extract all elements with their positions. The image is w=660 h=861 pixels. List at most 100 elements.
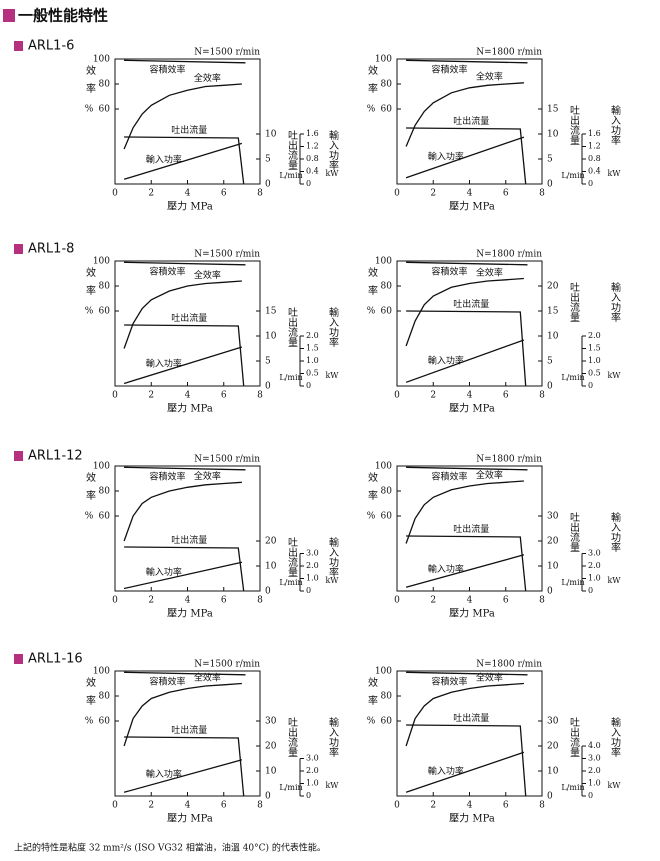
x-tick-label: 0 (112, 391, 118, 401)
y2-axis-unit: L/min (561, 373, 584, 382)
x-tick-label: 0 (394, 801, 400, 811)
y-tick-label: 80 (381, 487, 393, 497)
y3-tick-label: 0.5 (306, 369, 319, 378)
x-tick-label: 4 (467, 801, 473, 811)
y3-tick-label: 1.0 (588, 574, 601, 583)
y3-tick-label: 3.0 (306, 549, 319, 558)
y3-axis-unit: kW (325, 576, 339, 585)
y2-axis-title: 吐出流量 (568, 105, 580, 145)
title-mark (3, 9, 15, 22)
y-tick-label: 80 (381, 692, 393, 702)
x-axis-title: 壓力 MPa (449, 812, 495, 825)
y2-tick-label: 10 (547, 767, 559, 777)
section-mark (14, 41, 23, 51)
x-axis-title: 壓力 MPa (167, 812, 213, 825)
x-tick-label: 6 (503, 596, 509, 606)
y-axis-unit: % (85, 717, 94, 727)
y3-axis-unit: kW (607, 169, 621, 178)
series-label: 容積效率 (150, 64, 186, 76)
y-tick-label: 100 (375, 55, 392, 65)
y2-axis-unit: L/min (561, 783, 584, 792)
footnote: 上記的特性是粘度 32 mm²/s (ISO VG32 相當油，油溫 40°C)… (14, 842, 326, 854)
y3-tick-label: 1.0 (588, 779, 601, 788)
y-tick-label: 60 (99, 105, 111, 115)
series-label: 容積效率 (432, 64, 468, 76)
y-tick-label: 100 (93, 55, 110, 65)
series-label: 全效率 (194, 269, 221, 281)
y3-tick-label: 2.0 (306, 561, 319, 570)
series-label: 全效率 (476, 266, 503, 278)
y-tick-label: 100 (93, 667, 110, 677)
y2-axis-title: 吐出流量 (286, 130, 298, 170)
x-tick-label: 8 (539, 596, 545, 606)
x-tick-label: 4 (185, 801, 191, 811)
y-axis-unit: % (85, 512, 94, 522)
y2-tick-label: 10 (547, 562, 559, 572)
series-line (405, 682, 524, 747)
section-mark (14, 451, 23, 461)
y-tick-label: 100 (375, 667, 392, 677)
y3-axis-title: 輸入功率 (609, 716, 621, 758)
y3-axis-title: 輸入功率 (327, 536, 339, 578)
x-tick-label: 6 (221, 391, 227, 401)
y3-tick-label: 1.0 (306, 356, 319, 365)
series-line (123, 759, 243, 793)
series-label: 容積效率 (432, 266, 468, 278)
chart-subtitle: N=1800 r/min (476, 660, 542, 670)
series-line (123, 142, 243, 180)
x-axis-title: 壓力 MPa (449, 402, 495, 415)
x-tick-label: 0 (112, 189, 118, 199)
y3-tick-label: 1.0 (306, 574, 319, 583)
x-tick-label: 2 (430, 801, 436, 811)
y-tick-label: 80 (381, 80, 393, 90)
y-axis-unit: % (85, 105, 94, 115)
series-line (405, 751, 525, 793)
series-line (405, 82, 524, 147)
series-line (124, 546, 245, 592)
y3-tick-label: 2.0 (306, 331, 319, 340)
y2-axis-title: 吐出流量 (286, 717, 298, 757)
x-tick-label: 2 (148, 189, 154, 199)
x-tick-label: 8 (257, 189, 263, 199)
x-tick-label: 2 (430, 596, 436, 606)
y3-tick-label: 0 (306, 791, 311, 800)
y-tick-label: 60 (381, 307, 393, 317)
y2-tick-label: 10 (547, 332, 559, 342)
chart-subtitle: N=1500 r/min (194, 455, 260, 465)
chart-subtitle: N=1800 r/min (476, 48, 542, 58)
y2-tick-label: 0 (265, 587, 271, 597)
y3-tick-label: 3.0 (306, 754, 319, 763)
x-tick-label: 2 (430, 189, 436, 199)
y-tick-label: 100 (93, 462, 110, 472)
y2-tick-label: 0 (265, 382, 271, 392)
y-tick-label: 80 (99, 282, 111, 292)
y-axis-unit: % (367, 512, 376, 522)
y-axis-unit: % (367, 307, 376, 317)
y2-tick-label: 20 (547, 742, 559, 752)
series-line (123, 280, 242, 349)
x-tick-label: 0 (394, 596, 400, 606)
y2-tick-label: 10 (265, 767, 277, 777)
x-tick-label: 0 (112, 801, 118, 811)
y3-tick-label: 4.0 (588, 741, 601, 750)
y3-tick-label: 1.2 (588, 142, 601, 151)
y2-tick-label: 0 (265, 180, 271, 190)
x-tick-label: 6 (221, 596, 227, 606)
series-line (124, 466, 246, 471)
y2-tick-label: 0 (547, 792, 553, 802)
y-tick-label: 100 (93, 257, 110, 267)
y3-tick-label: 1.6 (588, 129, 601, 138)
y3-axis-unit: kW (607, 781, 621, 790)
series-line (123, 481, 242, 542)
y2-axis-title: 吐出流量 (286, 307, 298, 347)
y-axis-unit: % (367, 105, 376, 115)
series-line (124, 136, 245, 185)
x-tick-label: 6 (503, 801, 509, 811)
y-tick-label: 100 (375, 462, 392, 472)
series-label: 輸入功率 (146, 566, 182, 578)
series-line (406, 261, 528, 266)
series-label: 吐出流量 (171, 124, 207, 136)
y3-tick-label: 1.2 (306, 142, 319, 151)
x-tick-label: 8 (539, 189, 545, 199)
y-axis-unit: % (367, 717, 376, 727)
